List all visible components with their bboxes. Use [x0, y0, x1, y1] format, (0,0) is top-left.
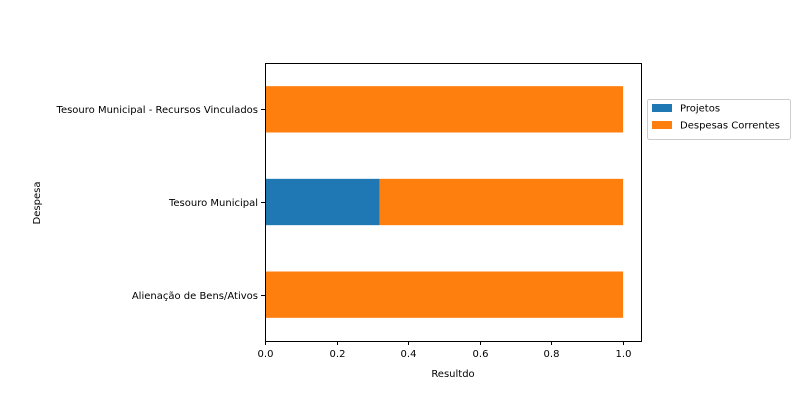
x-tick-label: 0.8 — [544, 349, 560, 360]
legend-label: Despesas Correntes — [680, 121, 780, 132]
bar-projetos-1 — [265, 178, 380, 226]
y-tick-label: Tesouro Municipal — [168, 198, 258, 209]
bar-despesas-correntes-1 — [379, 178, 624, 226]
x-tick-label: 1.0 — [616, 349, 632, 360]
x-ticks: 0.0 0.2 0.4 0.6 0.8 1.0 — [258, 341, 632, 360]
bar-despesas-correntes-2 — [265, 86, 624, 133]
x-axis-label: Resultdo — [431, 369, 474, 380]
bar-despesas-correntes-0 — [265, 271, 624, 318]
bars-group — [265, 86, 624, 318]
x-tick-label: 0.4 — [401, 349, 417, 360]
plot-frame — [265, 63, 642, 342]
y-axis-label: Despesa — [32, 182, 43, 225]
legend-frame — [647, 99, 791, 140]
x-tick-label: 0.2 — [330, 349, 346, 360]
legend-swatch — [652, 121, 672, 129]
y-tick-label: Tesouro Municipal - Recursos Vinculados — [56, 105, 258, 116]
y-ticks: Alienação de Bens/Ativos Tesouro Municipa… — [56, 105, 265, 302]
x-tick-label: 0.6 — [473, 349, 489, 360]
legend: Projetos Despesas Correntes — [647, 99, 791, 140]
y-tick-label: Alienação de Bens/Ativos — [132, 291, 258, 302]
legend-label: Projetos — [680, 104, 720, 115]
x-tick-label: 0.0 — [258, 349, 274, 360]
legend-swatch — [652, 104, 672, 112]
